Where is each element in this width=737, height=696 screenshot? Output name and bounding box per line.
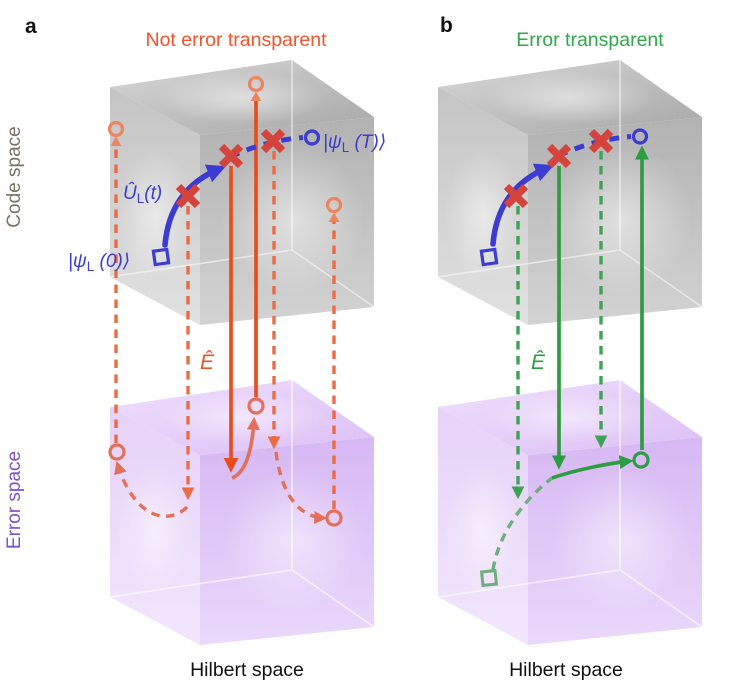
panel-b: b Error transparent bbox=[437, 14, 703, 645]
cube-glow bbox=[221, 468, 365, 612]
error-operator-label-b: Ê bbox=[531, 351, 546, 374]
ket-sub: L bbox=[87, 259, 95, 274]
error-space-cube-a bbox=[109, 380, 375, 645]
cube-glow bbox=[445, 464, 521, 596]
gate-label-main: Û bbox=[123, 182, 137, 204]
error-state-circle bbox=[247, 397, 265, 415]
initial-state-square bbox=[479, 247, 499, 267]
wrong-evolution-arc bbox=[231, 416, 260, 480]
initial-state-label: |ψL (0)⟩ bbox=[68, 251, 130, 274]
ket-post: (T)⟩ bbox=[349, 132, 386, 153]
arrow-up-icon bbox=[328, 212, 340, 222]
final-state-label: |ψL (T)⟩ bbox=[323, 132, 386, 155]
error-jumps-b: Ê bbox=[479, 145, 650, 588]
cube-glow bbox=[485, 72, 655, 124]
cube-hidden-edges bbox=[437, 60, 703, 308]
cube-glow bbox=[549, 468, 693, 612]
cube-glow bbox=[117, 147, 193, 283]
hilbert-space-label-a: Hilbert space bbox=[190, 659, 304, 681]
cube-glow bbox=[157, 72, 327, 124]
error-x-icon bbox=[503, 183, 529, 209]
error-operator-label-a: Ê bbox=[200, 351, 215, 374]
gate-label-sub: L bbox=[137, 191, 145, 206]
code-space-axis-label: Code space bbox=[4, 126, 25, 227]
wrong-evolution-arc bbox=[114, 460, 189, 518]
panel-a-title: Not error transparent bbox=[146, 29, 328, 51]
error-state-circle bbox=[325, 509, 343, 527]
code-space-cube-a bbox=[109, 60, 375, 325]
error-space-axis-label: Error space bbox=[4, 451, 25, 549]
panel-b-letter: b bbox=[440, 14, 453, 37]
arrow-up-icon bbox=[110, 136, 122, 146]
arrow-up-icon bbox=[250, 91, 262, 101]
gate-label-arg: (t) bbox=[144, 183, 162, 204]
wrong-evolution-arc bbox=[274, 451, 328, 525]
cube-glow bbox=[445, 147, 521, 283]
ket-pre: |ψ bbox=[68, 251, 87, 272]
hilbert-space-label-b: Hilbert space bbox=[509, 659, 623, 681]
wrong-state-circle bbox=[247, 75, 265, 93]
panel-a-letter: a bbox=[25, 15, 37, 38]
cube-glow bbox=[117, 464, 193, 596]
initial-state-square bbox=[151, 247, 171, 267]
cube-hidden-edges bbox=[437, 380, 703, 628]
ket-post: (0)⟩ bbox=[94, 251, 130, 272]
error-space-cube-b bbox=[437, 380, 703, 645]
error-x-icon bbox=[218, 143, 244, 169]
error-space-trajectory-dashed bbox=[491, 476, 554, 571]
wrong-state-circle bbox=[107, 120, 125, 138]
panel-a: a Not error transparent bbox=[25, 15, 386, 645]
cube-glow bbox=[485, 392, 655, 444]
error-state-circle bbox=[632, 451, 650, 469]
final-state-circle bbox=[303, 129, 321, 146]
error-initial-square bbox=[479, 568, 499, 588]
wrong-state-circle bbox=[325, 196, 343, 214]
cube-hidden-edges bbox=[109, 60, 375, 308]
error-x-icon bbox=[175, 183, 201, 209]
cube-glow bbox=[549, 145, 693, 295]
logical-trajectory-b bbox=[479, 128, 649, 267]
ket-pre: |ψ bbox=[323, 132, 342, 153]
cubes-b bbox=[437, 60, 703, 645]
error-x-icon bbox=[260, 128, 286, 154]
error-state-circle bbox=[108, 443, 126, 461]
code-space-cube-b bbox=[437, 60, 703, 325]
error-x-icon bbox=[588, 128, 614, 154]
panel-b-title: Error transparent bbox=[516, 29, 664, 51]
error-jumps-a: Ê bbox=[107, 75, 343, 527]
cube-glow bbox=[157, 392, 327, 444]
cube-glow bbox=[221, 145, 365, 295]
error-x-icon bbox=[546, 143, 572, 169]
ket-sub: L bbox=[342, 140, 350, 155]
final-state-circle bbox=[631, 128, 649, 145]
error-space-trajectory-solid bbox=[551, 455, 634, 480]
gate-label: ÛL(t) bbox=[123, 182, 162, 206]
logical-trajectory-a: ÛL(t) |ψL (0)⟩ |ψL (T)⟩ bbox=[68, 128, 386, 274]
cube-hidden-edges bbox=[109, 380, 375, 628]
